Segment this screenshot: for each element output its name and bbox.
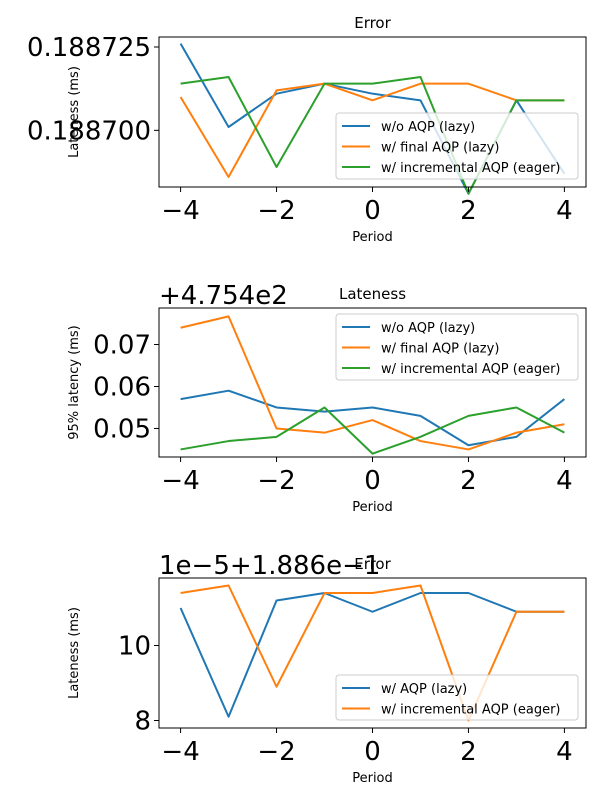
legend-entry-label: w/ incremental AQP (eager): [381, 161, 560, 176]
legend-entry-label: w/ final AQP (lazy): [381, 342, 499, 357]
chart-panel-2: −4 −2 0 2 4 0.05 0.06 0.07 Lateness +4.754e2 Perio…: [67, 281, 587, 515]
x-tick-label: −4: [161, 737, 199, 767]
chart-title: Error: [354, 14, 391, 32]
legend: w/o AQP (lazy) w/ final AQP (lazy) w/ incr…: [335, 313, 579, 381]
x-axis-label: Period: [352, 771, 393, 786]
series-line-1: [180, 389, 566, 447]
legend: w/ AQP (lazy) w/ incremental AQP (eager): [335, 674, 579, 721]
x-tick-label: −2: [257, 196, 295, 226]
y-axis-label: Lateness (ms): [67, 607, 82, 699]
legend-entry-label: w/o AQP (lazy): [381, 120, 475, 135]
y-tick-label: 0.188700: [27, 116, 151, 146]
legend: w/o AQP (lazy) w/ final AQP (lazy) w/ incr…: [335, 112, 579, 180]
legend-entry-label: w/o AQP (lazy): [381, 321, 475, 336]
x-tick-label: −2: [257, 737, 295, 767]
x-tick-label: 2: [460, 466, 477, 496]
y-tick-label: 10: [118, 632, 151, 662]
y-tick-label: 0.06: [93, 372, 151, 402]
y-tick-label: 8: [134, 707, 151, 737]
series-line-2: [180, 315, 565, 451]
series-line-1: [179, 592, 565, 718]
y-tick-label: 0.05: [93, 414, 151, 444]
x-tick-label: 4: [556, 196, 573, 226]
legend-entry-label: w/ incremental AQP (eager): [381, 703, 560, 718]
x-axis-label: Period: [352, 500, 393, 515]
chart-panel-1: −4 −2 0 2 4 0.188700 0.188725 Error Period Latene…: [27, 14, 587, 245]
series-line-2: [180, 584, 565, 722]
chart-title: Lateness: [339, 285, 406, 303]
x-tick-label: 0: [364, 737, 381, 767]
x-tick-label: 0: [364, 196, 381, 226]
legend-entry-label: w/ AQP (lazy): [381, 682, 467, 697]
x-tick-label: 0: [364, 466, 381, 496]
y-axis-label: 95% latency (ms): [67, 325, 82, 440]
series-line-3: [180, 406, 565, 455]
legend-box: [335, 112, 579, 180]
axis-offset-text: +4.754e2: [159, 281, 288, 311]
legend-entry-label: w/ final AQP (lazy): [381, 141, 499, 156]
legend-box: [335, 313, 579, 381]
x-tick-label: 4: [556, 737, 573, 767]
chart-title: Error: [354, 555, 391, 573]
x-tick-label: 2: [460, 737, 477, 767]
x-tick-label: 4: [556, 466, 573, 496]
x-axis-label: Period: [352, 230, 393, 245]
x-tick-label: 2: [460, 196, 477, 226]
legend-entry-label: w/ incremental AQP (eager): [381, 362, 560, 377]
series-line-2: [179, 82, 565, 178]
x-tick-label: −4: [161, 466, 199, 496]
x-tick-label: −4: [161, 196, 199, 226]
y-tick-label: 0.188725: [27, 33, 151, 63]
y-axis-label: Lateness (ms): [67, 66, 82, 158]
axis-offset-text: 1e−5+1.886e−1: [159, 551, 380, 581]
legend-box: [335, 674, 579, 721]
y-tick-label: 0.07: [93, 331, 151, 361]
x-tick-label: −2: [257, 466, 295, 496]
